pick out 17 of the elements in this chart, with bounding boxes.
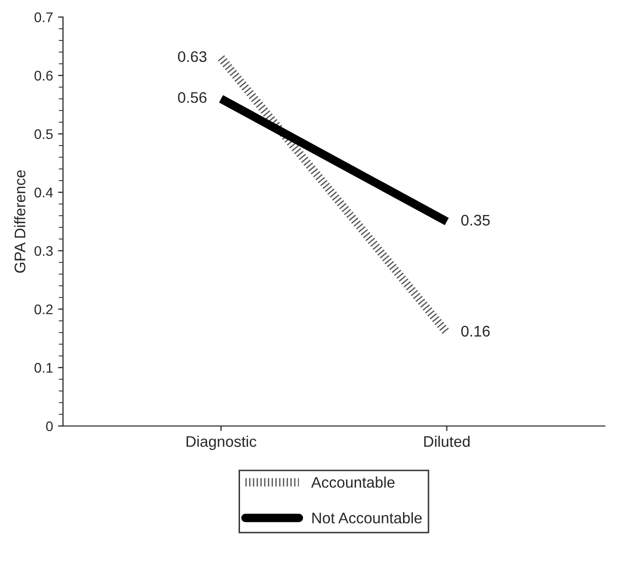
legend-label: Not Accountable: [312, 512, 422, 524]
x-tick-label: Diluted: [424, 436, 470, 447]
legend-label: Accountable: [311, 476, 395, 488]
y-tick-label: 0.5: [34, 129, 53, 140]
y-tick-label: 0.6: [34, 70, 53, 81]
y-tick-label: 0.2: [34, 304, 53, 314]
y-tick-label: 0.1: [34, 362, 53, 373]
y-axis-title: GPA Difference: [14, 170, 26, 273]
data-label: 0.35: [461, 214, 490, 226]
y-tick-label: 0.4: [34, 188, 53, 198]
data-label: 0.16: [461, 326, 490, 337]
data-label: 0.63: [178, 51, 206, 62]
y-tick-label: 0.7: [34, 12, 53, 22]
y-tick-label: 0.3: [34, 246, 53, 256]
y-tick-label: 0: [46, 421, 53, 432]
x-tick-label: Diagnostic: [186, 436, 256, 450]
data-label: 0.56: [178, 92, 206, 103]
